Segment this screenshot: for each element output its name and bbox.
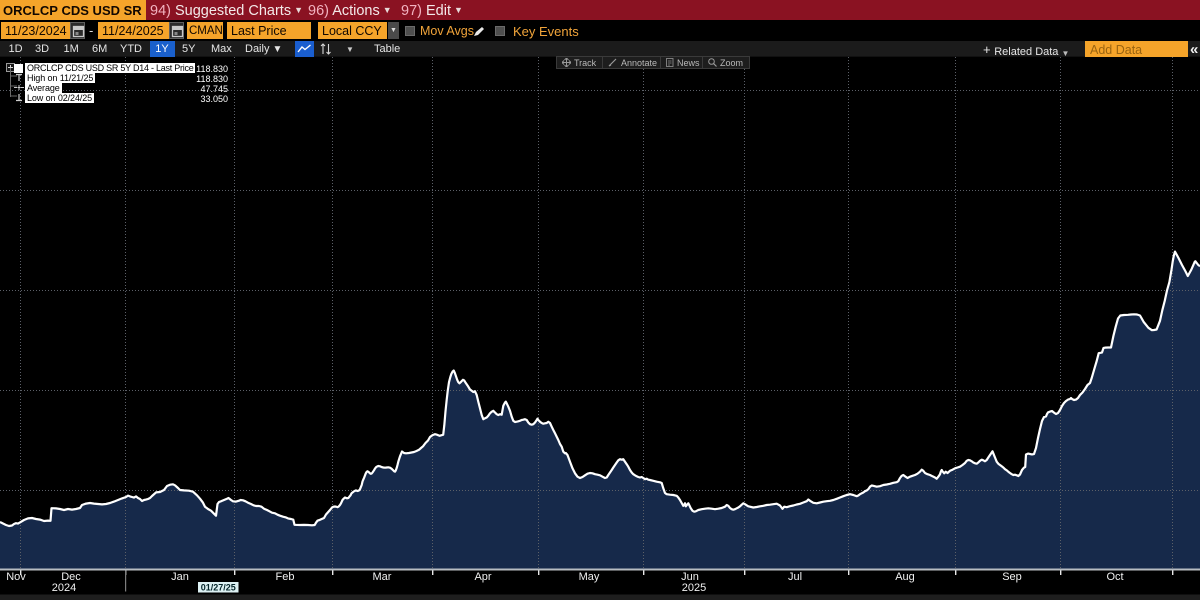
svg-text:Mar: Mar <box>373 571 392 583</box>
svg-text:2024: 2024 <box>52 582 76 594</box>
svg-text:Apr: Apr <box>474 571 491 583</box>
svg-text:Nov: Nov <box>6 571 26 583</box>
svg-text:Sep: Sep <box>1002 571 1022 583</box>
svg-text:Jul: Jul <box>788 571 802 583</box>
svg-text:May: May <box>579 571 600 583</box>
svg-text:Dec: Dec <box>61 571 81 583</box>
svg-text:2025: 2025 <box>682 582 706 594</box>
svg-text:01/27/25: 01/27/25 <box>201 583 236 593</box>
svg-text:Feb: Feb <box>276 571 295 583</box>
svg-text:Jun: Jun <box>681 571 699 583</box>
svg-text:Oct: Oct <box>1106 571 1123 583</box>
svg-text:Aug: Aug <box>895 571 915 583</box>
svg-text:Jan: Jan <box>171 571 189 583</box>
